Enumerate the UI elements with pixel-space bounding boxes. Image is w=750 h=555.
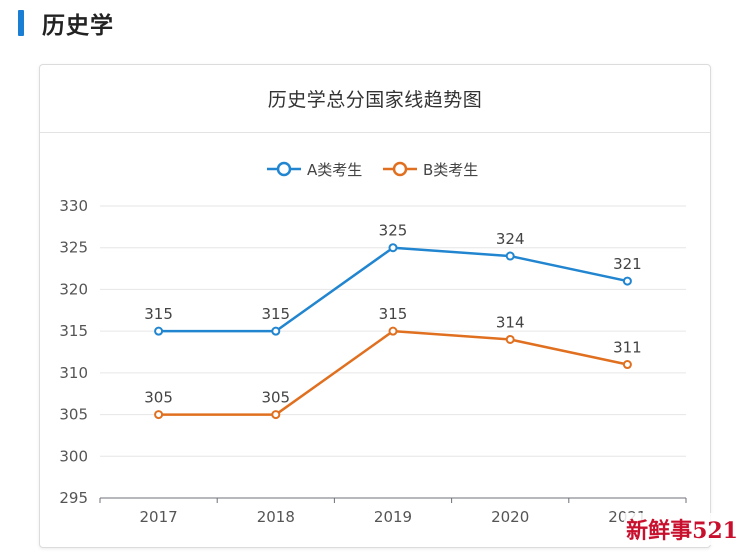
x-tick-label: 2018 — [257, 508, 295, 526]
data-label: 305 — [144, 389, 173, 407]
data-point — [154, 410, 164, 420]
y-tick-label: 330 — [59, 197, 88, 215]
x-tick-label: 2017 — [140, 508, 178, 526]
data-label: 314 — [496, 313, 525, 331]
y-tick-label: 310 — [59, 364, 88, 382]
legend-marker — [392, 161, 408, 177]
data-label: 324 — [496, 230, 525, 248]
data-label: 315 — [379, 305, 408, 323]
x-tick-label: 2020 — [491, 508, 529, 526]
data-point — [271, 326, 281, 336]
data-label: 305 — [261, 389, 290, 407]
data-label: 311 — [613, 339, 642, 357]
data-point — [388, 243, 398, 253]
data-point — [154, 326, 164, 336]
section-accent-bar — [18, 10, 24, 36]
section-header: 历史学 — [18, 8, 114, 39]
y-tick-label: 295 — [59, 489, 88, 507]
legend-label: B类考生 — [423, 161, 478, 179]
data-point — [505, 334, 515, 344]
y-tick-label: 300 — [59, 447, 88, 465]
data-point — [622, 276, 632, 286]
data-point — [271, 410, 281, 420]
legend-label: A类考生 — [307, 161, 362, 179]
y-tick-label: 305 — [59, 406, 88, 424]
data-point — [505, 251, 515, 261]
data-point — [622, 360, 632, 370]
y-tick-label: 325 — [59, 239, 88, 257]
watermark: 新鲜事521 — [624, 513, 740, 545]
data-label: 321 — [613, 255, 642, 273]
data-point — [388, 326, 398, 336]
data-label: 325 — [379, 222, 408, 240]
data-label: 315 — [144, 305, 173, 323]
chart-card-header: 历史学总分国家线趋势图 — [40, 65, 710, 133]
data-label: 315 — [261, 305, 290, 323]
y-tick-label: 320 — [59, 280, 88, 298]
chart-card: 历史学总分国家线趋势图 — [39, 64, 711, 548]
y-tick-label: 315 — [59, 322, 88, 340]
chart-title: 历史学总分国家线趋势图 — [267, 89, 483, 111]
legend-marker — [276, 161, 292, 177]
x-tick-label: 2019 — [374, 508, 412, 526]
section-title: 历史学 — [42, 13, 114, 39]
